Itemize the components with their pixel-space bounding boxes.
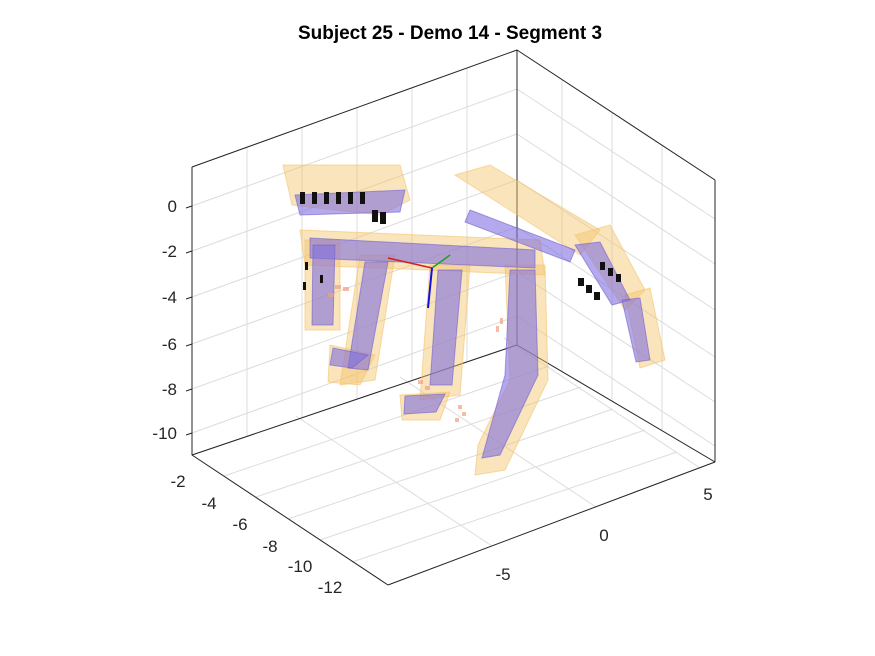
- series-body: [294, 189, 651, 459]
- series-markers-dark: [300, 192, 621, 300]
- x-tick-label: 0: [599, 526, 608, 545]
- pose-shapes: [282, 164, 666, 476]
- body-leg2: [347, 261, 389, 371]
- body-leg1: [311, 244, 336, 326]
- y-tick-label: -8: [262, 537, 277, 556]
- y-tick-label: -4: [201, 494, 216, 513]
- axes-box: [191, 49, 716, 586]
- x-tick-label: -5: [495, 565, 510, 584]
- chart-title: Subject 25 - Demo 14 - Segment 3: [298, 23, 602, 44]
- body-leg4: [481, 269, 539, 459]
- y-tick-label: -2: [170, 472, 185, 491]
- ticks: 0 -2 -4 -6 -8 -10 -2 -4 -6 -8 -10 -12 -5 0 5: [152, 197, 712, 597]
- y-tick-label: -12: [318, 578, 343, 597]
- z-tick-label: -8: [162, 380, 177, 399]
- y-tick-label: -10: [288, 557, 313, 576]
- body-foot1: [329, 347, 370, 369]
- z-tick-label: -4: [162, 288, 177, 307]
- frame-axes: [387, 254, 451, 309]
- body-upper-arm: [464, 209, 576, 263]
- body-spine: [309, 237, 536, 269]
- body-hand: [621, 297, 651, 363]
- series-markers-orange: [328, 285, 503, 422]
- body-leg3: [429, 269, 463, 386]
- z-tick-label: -10: [152, 424, 177, 443]
- z-tick-label: -2: [162, 242, 177, 261]
- y-tick-label: -6: [232, 515, 247, 534]
- z-tick-label: -6: [162, 335, 177, 354]
- x-tick-label: 5: [703, 485, 712, 504]
- body-foot2: [403, 393, 446, 415]
- envelope-upper-arm: [453, 164, 601, 256]
- z-tick-label: 0: [168, 197, 177, 216]
